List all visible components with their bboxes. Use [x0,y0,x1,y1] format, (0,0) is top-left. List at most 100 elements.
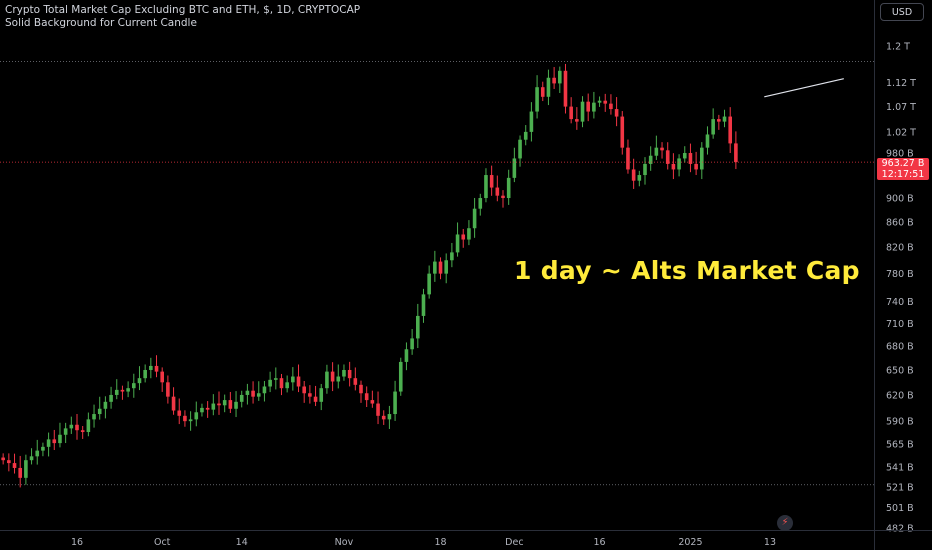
candle-body [450,252,454,261]
candle-body [569,106,573,120]
y-tick-label: 780 B [886,269,914,280]
currency-button[interactable]: USD [880,3,924,21]
candle-body [1,457,5,461]
candle-body [682,153,687,159]
candle-body [114,389,119,395]
x-tick-label: Dec [505,537,523,548]
candle-body [234,401,238,409]
candle-body [728,116,732,144]
candle-body [274,378,278,380]
candle-body [461,234,466,240]
candle-body [262,386,267,394]
candle-body [614,109,619,117]
candle-body [393,391,397,415]
candle-body [245,390,250,395]
candle-body [387,414,392,420]
lightning-icon[interactable]: ⚡ [777,515,793,531]
y-tick-label: 590 B [886,417,914,428]
candle-body [80,430,85,433]
candle-body [109,394,113,402]
candle-body [717,119,721,122]
candle-body [52,439,57,444]
candle-body [677,158,681,170]
candle-body [643,163,647,176]
candle-body [24,460,28,478]
candle-body [626,147,630,170]
candle-body [603,100,608,104]
candle-body [398,361,403,392]
candle-body [336,376,341,382]
candle-body [438,261,443,274]
candle-body [166,382,170,397]
y-tick-label: 541 B [886,462,914,473]
candle-body [325,371,329,389]
last-price-label: 963.27 B 12:17:51 [877,158,929,180]
y-tick-label: 980 B [886,149,914,160]
candle-body [18,467,22,478]
last-price-value: 963.27 B [881,158,925,169]
candle-body [705,134,710,148]
candle-body [228,400,233,409]
candle-body [637,175,642,181]
candle-body [200,407,204,413]
candle-body [489,175,494,188]
candle-body [205,407,210,410]
candle-body [177,410,182,416]
indicator-title[interactable]: Solid Background for Current Candle [5,17,197,29]
x-tick-label: 16 [71,537,83,548]
candle-body [308,393,312,397]
candle-body [501,195,505,199]
candle-body [694,163,698,170]
candle-body [171,396,176,411]
candles [1,63,738,488]
chart-annotation[interactable]: 1 day ~ Alts Market Cap [514,256,860,285]
candle-body [546,77,551,97]
candle-body [359,384,363,394]
candle-body [478,198,483,209]
candle-body [484,175,488,199]
candle-body [597,100,602,103]
candle-body [92,414,96,420]
candle-body [239,394,244,402]
candle-body [296,376,301,387]
candle-countdown: 12:17:51 [881,169,925,180]
candle-body [467,228,471,240]
candle-body [631,169,636,181]
candle-body [376,403,380,416]
candle-body [700,147,704,170]
candle-body [126,388,130,392]
trend-line[interactable] [764,78,844,98]
y-tick-label: 710 B [886,319,914,330]
time-axis[interactable]: 16 Oct 14 Nov 18 Dec 16 2025 13 [0,530,932,549]
candle-body [342,369,346,377]
x-tick-label: 13 [764,537,776,548]
candle-body [188,419,193,422]
candle-body [506,177,511,199]
candle-body [211,403,216,410]
candle-body [69,424,74,429]
candle-body [558,70,562,84]
candle-body [347,369,352,379]
candle-body [711,119,715,135]
candle-body [313,396,318,402]
candle-body [472,208,477,229]
symbol-title[interactable]: Crypto Total Market Cap Excluding BTC an… [5,4,361,16]
y-tick-label: 482 B [886,524,914,535]
candle-body [620,116,625,148]
candle-body [143,369,147,379]
candle-body [251,390,255,397]
candle-body [580,101,585,122]
candle-body [654,147,659,156]
candle-body [46,439,51,447]
candle-body [495,187,500,196]
candle-body [217,403,221,406]
candle-body [671,163,676,170]
candle-body [563,70,568,107]
y-tick-label: 1.12 T [886,78,916,89]
trend-line-segment[interactable] [764,78,844,98]
candle-body [421,294,426,316]
x-tick-label: 14 [236,537,248,548]
candle-body [552,77,556,84]
